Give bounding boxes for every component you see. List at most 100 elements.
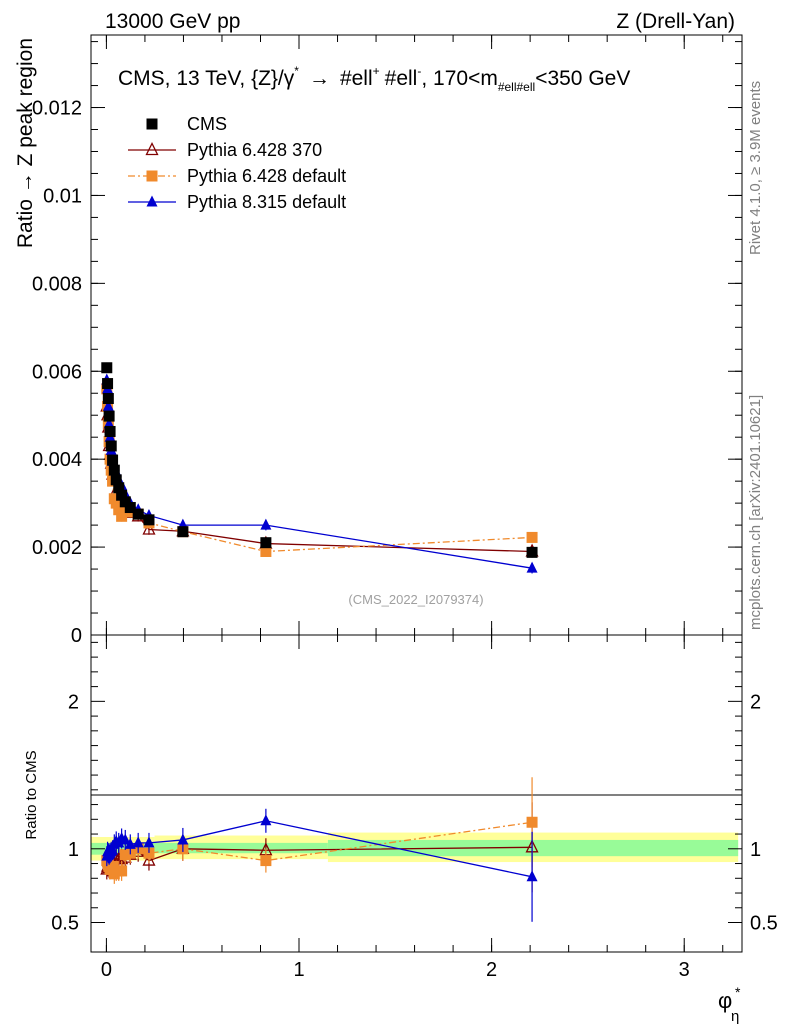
- chart-title: CMS, 13 TeV, {Z}/γ* → #ell+ #ell-, 170<m#el…: [118, 64, 630, 94]
- ratio-point-1-10: [116, 865, 128, 877]
- ratio-band-inner-1: [154, 842, 328, 854]
- legend-marker-0: [146, 118, 158, 130]
- ratio-point-1-14: [143, 847, 155, 859]
- main-point-1-14: [142, 521, 156, 535]
- main-ytick-label-4: 0.008: [32, 273, 82, 295]
- main-point-0-1: [102, 378, 114, 390]
- title-post: <350 GeV: [535, 67, 630, 90]
- title-sup-plus: +: [373, 64, 380, 78]
- main-line-2: [106, 388, 533, 553]
- ratio-ytick-label-right-2: 2: [750, 691, 761, 713]
- main-ytick-label-0: 0: [71, 625, 82, 647]
- legend-label-3: Pythia 8.315 default: [187, 192, 346, 212]
- ratio-xtick-label-3: 3: [679, 959, 690, 981]
- main-point-0-4: [104, 425, 116, 437]
- legend-marker-1: [145, 142, 159, 156]
- ratio-panel: 0.5 0.5 1 1 2 2 0 1 2 3: [51, 634, 778, 981]
- main-ytick-label-3: 0.006: [32, 361, 82, 383]
- main-line-1: [106, 406, 533, 553]
- main-ytick-label-2: 0.004: [32, 449, 82, 471]
- ratio-point-2-13: [132, 836, 144, 848]
- ratio-xtick-label-0: 0: [101, 959, 112, 981]
- watermark: (CMS_2022_I2079374): [348, 592, 483, 607]
- ratio-xtick-label-1: 1: [293, 959, 304, 981]
- ratio-point-2-14: [143, 836, 155, 848]
- ratio-point-1-16: [260, 855, 272, 867]
- x-axis-label: φ: [718, 988, 732, 1013]
- ratio-axes: 0.5 0.5 1 1 2 2 0 1 2 3: [51, 635, 778, 981]
- main-point-0-15: [177, 526, 189, 538]
- x-axis-phi: φ: [718, 988, 732, 1013]
- main-point-0-3: [103, 410, 115, 422]
- legend-label-1: Pythia 6.428 370: [187, 140, 322, 160]
- main-point-0-0: [101, 362, 113, 374]
- ratio-point-2-16: [260, 814, 272, 826]
- title-sup-minus: -: [417, 64, 421, 78]
- title-star: *: [294, 64, 299, 78]
- title-ell-a: #ell: [340, 67, 373, 90]
- header-right: Z (Drell-Yan): [616, 10, 735, 33]
- title-mid: , 170<m: [421, 67, 497, 90]
- main-marks: [100, 362, 539, 574]
- title-pre: CMS, 13 TeV, {Z}/γ: [118, 67, 295, 90]
- title-ell-b: #ell: [385, 67, 418, 90]
- ratio-ytick-label-2: 2: [68, 691, 79, 713]
- main-point-0-17: [526, 546, 538, 558]
- main-point-2-10: [116, 510, 128, 522]
- main-ytick-label-6: 0.012: [32, 98, 82, 120]
- main-point-2-17: [526, 531, 538, 543]
- main-point-0-9: [113, 482, 125, 494]
- main-point-2-9: [113, 504, 125, 516]
- ratio-xtick-label-2: 2: [486, 959, 497, 981]
- ratio-ytick-label-right-0: 0.5: [750, 913, 778, 935]
- ratio-ylabel: Ratio to CMS: [23, 750, 40, 839]
- rivet-label: Rivet 4.1.0, ≥ 3.9M events: [747, 81, 764, 255]
- ratio-ytick-label-1: 1: [68, 839, 79, 861]
- ratio-marks: [100, 777, 539, 922]
- main-point-0-7: [108, 464, 120, 476]
- mcplots-label: mcplots.cern.ch [arXiv:2401.10621]: [747, 395, 764, 630]
- ratio-point-2-11: [119, 833, 131, 845]
- main-ylabel: Ratio → Z peak region: [14, 38, 37, 248]
- legend-label-2: Pythia 6.428 default: [187, 166, 346, 186]
- main-point-0-8: [110, 474, 122, 486]
- legend-marker-3: [146, 195, 158, 207]
- main-point-0-10: [116, 489, 128, 501]
- main-point-0-5: [105, 440, 117, 452]
- main-point-3-2: [102, 399, 114, 411]
- main-point-0-2: [102, 393, 114, 405]
- main-point-3-16: [260, 518, 272, 530]
- ratio-frame: [90, 634, 743, 953]
- x-axis-star: *: [735, 984, 741, 1000]
- main-point-2-8: [110, 497, 122, 509]
- main-ytick-label-1: 0.002: [32, 537, 82, 559]
- ratio-bands: [91, 832, 739, 863]
- ratio-ytick-label-right-1: 1: [750, 839, 761, 861]
- x-axis-eta: η: [731, 1008, 739, 1024]
- main-point-0-16: [260, 537, 272, 549]
- main-point-0-14: [143, 514, 155, 526]
- main-panel: (CMS_2022_I2079374) CMS, 13 TeV, {Z}/γ* →…: [32, 34, 743, 647]
- title-arrow: →: [309, 67, 330, 90]
- main-point-3-3: [103, 417, 115, 429]
- ratio-point-2-17: [526, 870, 538, 882]
- main-point-0-13: [132, 508, 144, 520]
- ratio-point-2-15: [177, 833, 189, 845]
- legend: CMS Pythia 6.428 370 Pythia 6.428 default P…: [128, 114, 346, 212]
- main-axes: 0 0.002 0.004 0.006 0.008 0.01 0.012: [32, 35, 742, 647]
- ratio-point-2-12: [124, 837, 136, 849]
- ratio-point-2-6: [107, 843, 119, 855]
- main-point-0-6: [107, 454, 119, 466]
- main-line-3: [106, 379, 533, 569]
- ratio-point-1-17: [526, 816, 538, 828]
- main-point-3-17: [526, 561, 538, 573]
- main-ytick-label-5: 0.01: [43, 185, 82, 207]
- legend-marker-2: [146, 170, 158, 182]
- ratio-band-inner-0: [91, 842, 155, 855]
- ratio-band-inner-2: [327, 839, 739, 857]
- ratio-point-0-14: [142, 852, 156, 866]
- main-point-2-16: [260, 545, 272, 557]
- legend-label-0: CMS: [187, 114, 227, 134]
- header-left: 13000 GeV pp: [105, 10, 240, 33]
